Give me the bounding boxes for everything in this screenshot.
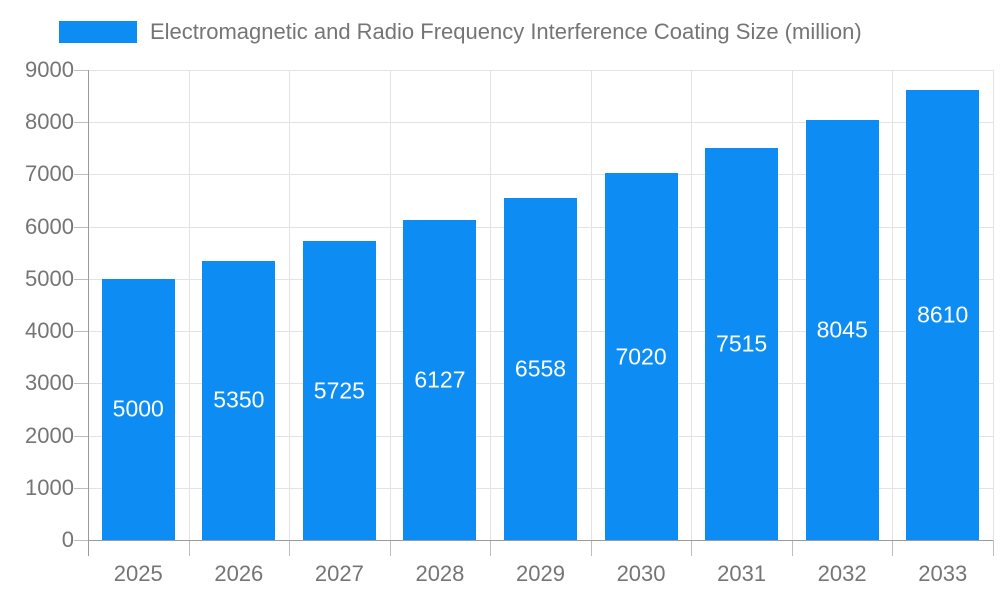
y-axis-tick-label: 7000 [25, 161, 74, 187]
y-axis-tick [74, 226, 88, 228]
bar-2033 [906, 90, 980, 540]
x-axis-tick [590, 540, 592, 556]
gridline-vertical [490, 70, 492, 540]
bar-2027 [302, 241, 376, 540]
bar-2025 [101, 278, 175, 540]
bar-2028 [403, 220, 477, 540]
gridline-vertical [993, 70, 994, 540]
x-axis-tick-label: 2032 [817, 561, 867, 586]
x-axis-tick-label: 2025 [113, 561, 163, 586]
bar-value-label: 8610 [917, 301, 969, 328]
y-axis-tick [74, 540, 88, 541]
y-axis-tick [74, 278, 88, 280]
bar-2030 [604, 173, 678, 540]
legend-swatch [59, 21, 137, 43]
bar-2031 [705, 147, 779, 540]
y-axis-tick-label: 2000 [25, 422, 74, 448]
x-axis-tick-label: 2031 [717, 561, 767, 586]
y-axis-tick-label: 8000 [25, 109, 74, 135]
gridline-horizontal [88, 174, 993, 176]
y-axis-tick [74, 435, 88, 437]
x-axis-tick [791, 540, 793, 556]
x-axis-tick-label: 2029 [516, 561, 565, 586]
y-axis-tick-label: 1000 [25, 474, 74, 500]
legend: Electromagnetic and Radio Frequency Inte… [0, 0, 1000, 56]
x-axis-tick [389, 540, 391, 556]
bar-value-label: 7515 [716, 330, 768, 357]
bar-value-label: 7020 [615, 343, 667, 370]
gridline-vertical [791, 70, 793, 540]
x-axis-tick-label: 2030 [616, 561, 666, 586]
gridline-vertical [289, 70, 291, 540]
gridline-vertical [590, 70, 592, 540]
y-axis-tick-label: 3000 [25, 370, 74, 396]
bar-value-label: 5350 [213, 386, 265, 413]
legend-label: Electromagnetic and Radio Frequency Inte… [150, 19, 862, 44]
bar-value-label: 5725 [313, 377, 365, 403]
x-axis-tick [892, 540, 894, 556]
y-axis-tick-label: 5000 [25, 265, 74, 291]
x-axis-tick [993, 540, 994, 556]
x-axis-tick-label: 2033 [918, 561, 968, 586]
y-axis-line [88, 70, 89, 556]
gridline-vertical [188, 70, 190, 540]
bar-value-label: 5000 [112, 395, 164, 422]
x-axis-tick [691, 540, 693, 556]
x-axis-tick-label: 2028 [415, 561, 465, 586]
bar-2026 [202, 260, 276, 540]
x-axis-tick-label: 2027 [314, 561, 364, 586]
bar-2032 [805, 119, 879, 540]
y-axis-tick-label: 4000 [25, 318, 74, 344]
x-axis-tick-label: 2026 [214, 561, 264, 586]
x-axis-tick [188, 540, 190, 556]
y-axis-tick [74, 174, 88, 176]
y-axis-tick-label: 0 [61, 527, 74, 552]
gridline-horizontal [88, 70, 993, 71]
gridline-vertical [691, 70, 693, 540]
y-axis-tick [74, 487, 88, 489]
y-axis-tick-label: 9000 [25, 57, 74, 82]
bar-2029 [504, 197, 577, 540]
y-axis-tick [74, 122, 88, 124]
y-axis-tick [74, 383, 88, 385]
gridline-vertical [892, 70, 894, 540]
gridline-horizontal [88, 122, 993, 124]
y-axis-tick [74, 331, 88, 333]
x-axis-tick [490, 540, 492, 556]
bar-value-label: 8045 [816, 316, 868, 343]
gridline-vertical [389, 70, 391, 540]
y-axis-tick-label: 6000 [25, 213, 74, 239]
x-axis-line [88, 540, 993, 541]
x-axis-tick [289, 540, 291, 556]
bar-value-label: 6127 [414, 366, 466, 393]
y-axis-tick [74, 70, 88, 71]
bar-value-label: 6558 [514, 355, 567, 382]
